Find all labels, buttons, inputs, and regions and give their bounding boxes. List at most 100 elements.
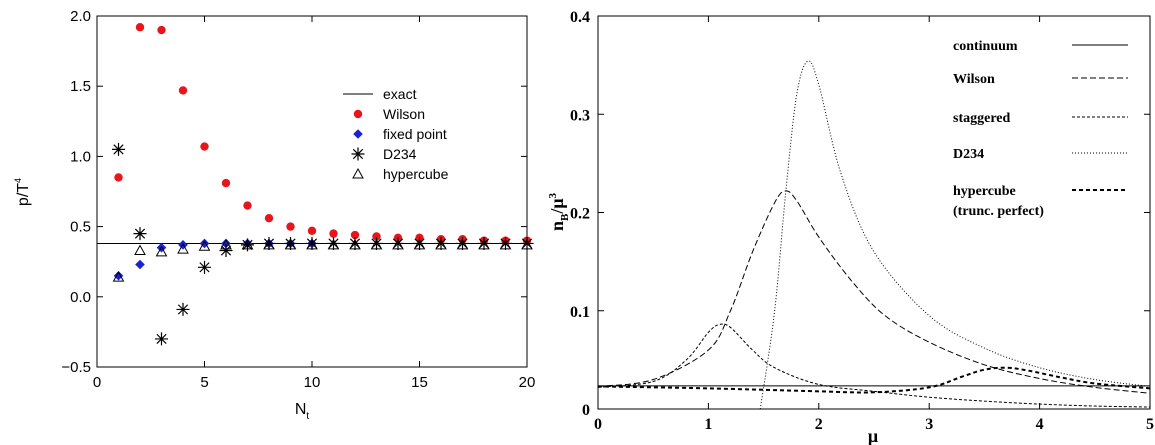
left-point-fixed-point (221, 238, 231, 249)
right-chart: 0 0.1 0.2 0.3 0.4 0 1 2 3 4 5 μ nB/μ3 continuum Wi… (547, 9, 1154, 445)
left-point-d234 (413, 236, 426, 250)
left-y-tick-label: 1.5 (70, 78, 91, 95)
left-point-d234 (477, 236, 491, 250)
right-legend-label-staggered: staggered (953, 111, 1010, 126)
left-point-wilson (243, 201, 252, 210)
left-point-wilson (372, 232, 381, 241)
right-x-tick-label: 4 (1036, 416, 1044, 433)
left-point-wilson (135, 23, 145, 32)
left-point-hypercube (349, 238, 361, 250)
left-series-d234 (112, 142, 534, 346)
right-x-axis-label: μ (868, 426, 878, 445)
left-legend-label-exact: exact (383, 86, 417, 102)
left-point-hypercube (198, 240, 211, 251)
left-point-d234 (284, 236, 297, 250)
left-y-tick-label: 1.0 (70, 148, 91, 165)
left-point-d234 (456, 236, 469, 250)
left-legend-swatch-wilson (353, 109, 363, 119)
right-legend-label-continuum: continuum (953, 39, 1018, 54)
right-x-tick-label: 5 (1146, 416, 1154, 433)
left-legend-swatch-fixed-point (353, 129, 363, 139)
left-legend-label-fixed-point: fixed point (383, 126, 447, 142)
left-point-hypercube (392, 238, 404, 250)
left-point-d234 (176, 302, 190, 316)
left-point-wilson (221, 178, 231, 188)
left-point-wilson (200, 142, 209, 151)
left-point-wilson (264, 213, 274, 223)
right-x-tick-label: 2 (815, 416, 823, 433)
right-legend-label-hypercube-trunc-perfect: hypercube (trunc. perfect) (953, 184, 1044, 219)
left-point-hypercube (370, 238, 383, 250)
left-point-d234 (219, 243, 233, 257)
left-y-tick-label: −0.5 (61, 359, 91, 376)
right-x-tick-label: 3 (925, 416, 933, 433)
left-point-hypercube (112, 271, 125, 282)
right-legend: continuum Wilson staggered D234 hypercube (tr… (953, 39, 1128, 219)
left-legend: exact Wilson fixed point D234 hypercube (343, 86, 449, 182)
left-point-wilson (157, 25, 166, 35)
right-y-tick-label: 0.1 (570, 304, 590, 321)
left-x-tick-label: 10 (304, 374, 321, 391)
right-legend-label-wilson: Wilson (953, 72, 995, 87)
right-plot-frame (597, 15, 1151, 410)
left-point-hypercube (499, 238, 512, 250)
right-y-tick-label: 0 (582, 402, 590, 419)
left-point-hypercube (134, 244, 146, 255)
left-point-d234 (262, 236, 276, 250)
left-point-d234 (198, 260, 211, 274)
left-point-fixed-point (135, 259, 145, 270)
left-series-hypercube (112, 238, 533, 282)
left-legend-label-wilson: Wilson (383, 106, 425, 122)
left-point-d234 (155, 332, 168, 346)
left-point-wilson (286, 222, 295, 231)
left-point-hypercube (263, 238, 275, 250)
left-legend-swatch-hypercube (352, 167, 364, 179)
left-y-tick-label: 0.0 (70, 289, 91, 306)
left-legend-label-hypercube: hypercube (383, 166, 449, 182)
left-point-hypercube (435, 238, 447, 250)
left-y-tick-label: 2.0 (70, 8, 91, 25)
left-point-d234 (370, 236, 383, 250)
left-point-d234 (348, 236, 362, 250)
left-chart: −0.5 0.0 0.5 1.0 1.5 2.0 0 5 10 15 20 Nt p/T4 exa… (13, 8, 535, 422)
left-series-wilson (114, 23, 532, 245)
left-x-tick-label: 0 (93, 374, 101, 391)
left-series-fixed-point (113, 238, 317, 281)
left-legend-label-d234: D234 (383, 146, 417, 162)
left-x-tick-label: 5 (200, 374, 208, 391)
left-point-d234 (241, 238, 254, 252)
left-x-tick-label: 20 (519, 374, 536, 391)
left-point-hypercube (413, 238, 426, 250)
right-y-tick-label: 0.3 (570, 107, 590, 124)
right-y-tick-label: 0.2 (570, 206, 590, 223)
left-point-d234 (133, 227, 147, 241)
left-point-d234 (305, 236, 319, 250)
left-y-axis-label: p/T4 (13, 178, 32, 206)
left-point-wilson (178, 86, 188, 95)
left-point-hypercube (241, 238, 254, 250)
right-legend-label-d234: D234 (953, 147, 984, 162)
left-point-fixed-point (113, 270, 124, 281)
left-plot-frame (96, 15, 528, 368)
left-point-hypercube (155, 245, 168, 257)
left-point-d234 (391, 236, 405, 250)
left-point-hypercube (177, 243, 189, 254)
left-point-hypercube (478, 238, 490, 250)
left-point-wilson (307, 226, 317, 236)
right-x-tick-label: 0 (594, 416, 602, 433)
left-x-tick-label: 15 (411, 374, 428, 391)
left-point-d234 (434, 236, 448, 250)
left-point-d234 (327, 236, 340, 250)
left-point-hypercube (521, 238, 533, 250)
left-point-d234 (112, 142, 125, 156)
left-y-tick-label: 0.5 (70, 219, 91, 236)
right-x-tick-label: 1 (704, 416, 712, 433)
left-point-wilson (329, 229, 338, 238)
right-series-wilson (597, 190, 1151, 394)
left-x-axis-label: Nt (295, 401, 310, 422)
left-legend-swatch-d234 (351, 147, 365, 161)
left-point-d234 (499, 236, 512, 250)
left-point-hypercube (284, 238, 297, 250)
left-point-hypercube (220, 238, 232, 250)
